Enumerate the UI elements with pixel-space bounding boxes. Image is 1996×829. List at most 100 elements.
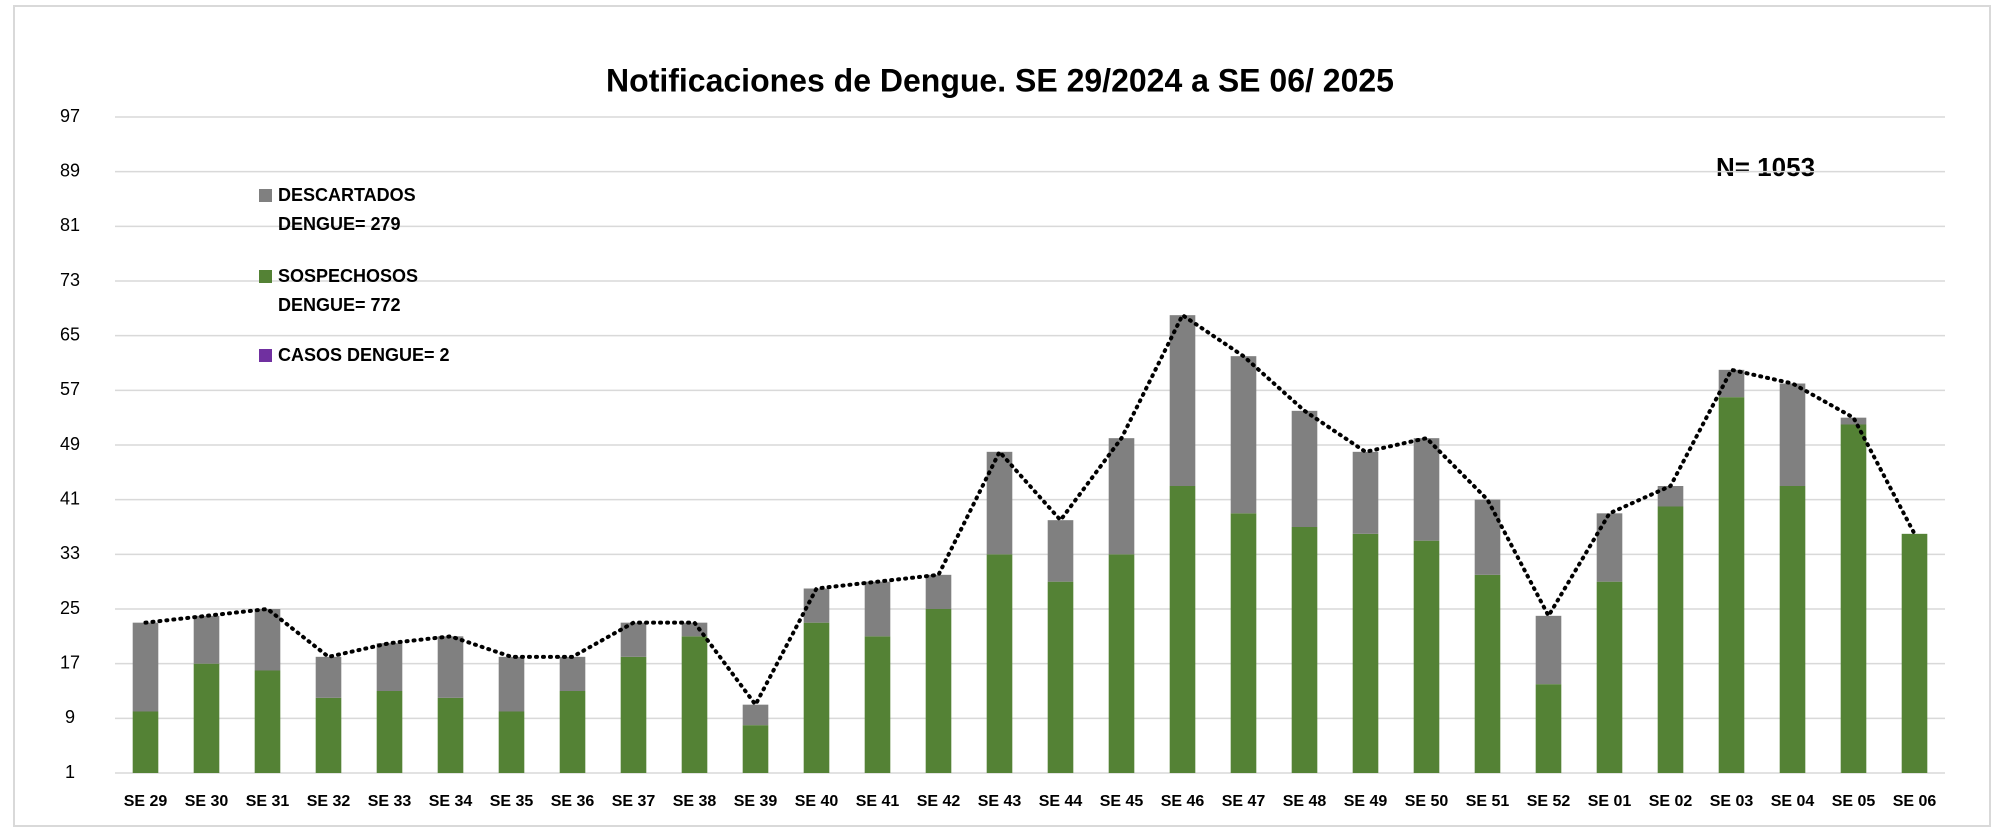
bar-segment	[1718, 369, 1745, 398]
x-tick-label: SE 42	[917, 793, 961, 810]
bar-segment	[498, 711, 525, 773]
y-tick-label: 1	[65, 762, 75, 782]
x-tick-label: SE 35	[490, 793, 534, 810]
x-tick-label: SE 44	[1039, 793, 1083, 810]
legend-label: SOSPECHOSOS DENGUE= 772	[278, 266, 419, 315]
bar-segment	[681, 636, 708, 773]
bar-segment	[1718, 397, 1745, 773]
bar-segment	[1779, 486, 1806, 773]
y-tick-label: 17	[60, 652, 80, 672]
bar-segment	[986, 451, 1013, 555]
x-tick-label: SE 39	[734, 793, 778, 810]
bar-segment	[1291, 410, 1318, 527]
bar-segment	[132, 711, 159, 773]
x-tick-label: SE 46	[1161, 793, 1205, 810]
x-tick-label: SE 49	[1344, 793, 1388, 810]
bar-segment	[1474, 574, 1501, 773]
chart-title: Notificaciones de Dengue. SE 29/2024 a S…	[606, 62, 1394, 98]
bar-segment	[742, 725, 769, 773]
bar-segment	[1535, 615, 1562, 685]
x-tick-label: SE 38	[673, 793, 717, 810]
bar-segment	[681, 622, 708, 637]
bar-segment	[1474, 499, 1501, 575]
x-tick-label: SE 51	[1466, 793, 1510, 810]
bar-segment	[864, 636, 891, 773]
legend-swatch	[259, 349, 272, 362]
bar-segment	[315, 697, 342, 773]
x-tick-label: SE 52	[1527, 793, 1571, 810]
bar-segment	[376, 691, 403, 773]
x-tick-label: SE 40	[795, 793, 839, 810]
bar-segment	[437, 697, 464, 773]
y-tick-label: 73	[60, 270, 80, 290]
y-tick-label: 49	[60, 434, 80, 454]
bar-segment	[1047, 581, 1074, 773]
x-tick-label: SE 02	[1649, 793, 1693, 810]
x-tick-label: SE 41	[856, 793, 900, 810]
annotation: N= 1053	[1716, 152, 1815, 182]
bar-segment	[1413, 438, 1440, 541]
y-tick-label: 33	[60, 543, 80, 563]
bar-segment	[437, 636, 464, 698]
x-tick-label: SE 03	[1710, 793, 1754, 810]
bar-segment	[742, 704, 769, 726]
bar-segment	[620, 656, 647, 773]
bar-segment	[376, 643, 403, 691]
x-tick-label: SE 37	[612, 793, 656, 810]
x-tick-label: SE 43	[978, 793, 1022, 810]
bar-segment	[803, 588, 830, 623]
legend-item: CASOS DENGUE= 2	[259, 341, 450, 370]
bar-segment	[1047, 520, 1074, 582]
bar-segment	[1230, 513, 1257, 773]
bar-segment	[559, 691, 586, 773]
legend-item: DESCARTADOS DENGUE= 279	[259, 181, 448, 239]
bar-segment	[1108, 554, 1135, 773]
bar-segment	[1840, 424, 1867, 773]
bar-segment	[1108, 438, 1135, 555]
x-tick-label: SE 01	[1588, 793, 1632, 810]
x-tick-label: SE 05	[1832, 793, 1876, 810]
x-tick-label: SE 32	[307, 793, 351, 810]
bar-segment	[1901, 533, 1928, 773]
bar-segment	[498, 656, 525, 712]
x-tick-label: SE 04	[1771, 793, 1815, 810]
total-line	[143, 312, 1917, 709]
legend-item: SOSPECHOSOS DENGUE= 772	[259, 262, 448, 320]
x-tick-label: SE 31	[246, 793, 290, 810]
bar-segment	[1657, 506, 1684, 773]
bar-segment	[1352, 451, 1379, 534]
bar-segment	[315, 656, 342, 698]
frame	[13, 5, 1991, 827]
legend-label: DESCARTADOS DENGUE= 279	[278, 185, 416, 234]
bar-segment	[254, 670, 281, 773]
x-tick-label: SE 30	[185, 793, 229, 810]
bar-segment	[132, 622, 159, 712]
bar-segment	[1596, 513, 1623, 582]
bar-segment	[1352, 533, 1379, 773]
x-tick-label: SE 06	[1893, 793, 1937, 810]
legend-swatch	[259, 270, 272, 283]
bar-segment	[1413, 540, 1440, 773]
bar-segment	[193, 615, 220, 664]
x-tick-label: SE 45	[1100, 793, 1144, 810]
bar-segment	[864, 581, 891, 637]
bar-segment	[1779, 383, 1806, 486]
y-tick-label: 81	[60, 215, 80, 235]
bar-segment	[1596, 581, 1623, 773]
bar-segment	[193, 663, 220, 773]
y-tick-label: 65	[60, 324, 80, 344]
bar-segment	[1230, 356, 1257, 514]
bar-segment	[1291, 527, 1318, 773]
bar-segment	[559, 656, 586, 691]
x-tick-label: SE 34	[429, 793, 473, 810]
legend-swatch	[259, 189, 272, 202]
bar-segment	[1657, 486, 1684, 507]
bar-segment	[925, 609, 952, 773]
y-tick-label: 97	[60, 106, 80, 126]
x-tick-label: SE 48	[1283, 793, 1327, 810]
y-tick-label: 25	[60, 598, 80, 618]
x-tick-label: SE 29	[124, 793, 168, 810]
bar-segment	[254, 609, 281, 671]
